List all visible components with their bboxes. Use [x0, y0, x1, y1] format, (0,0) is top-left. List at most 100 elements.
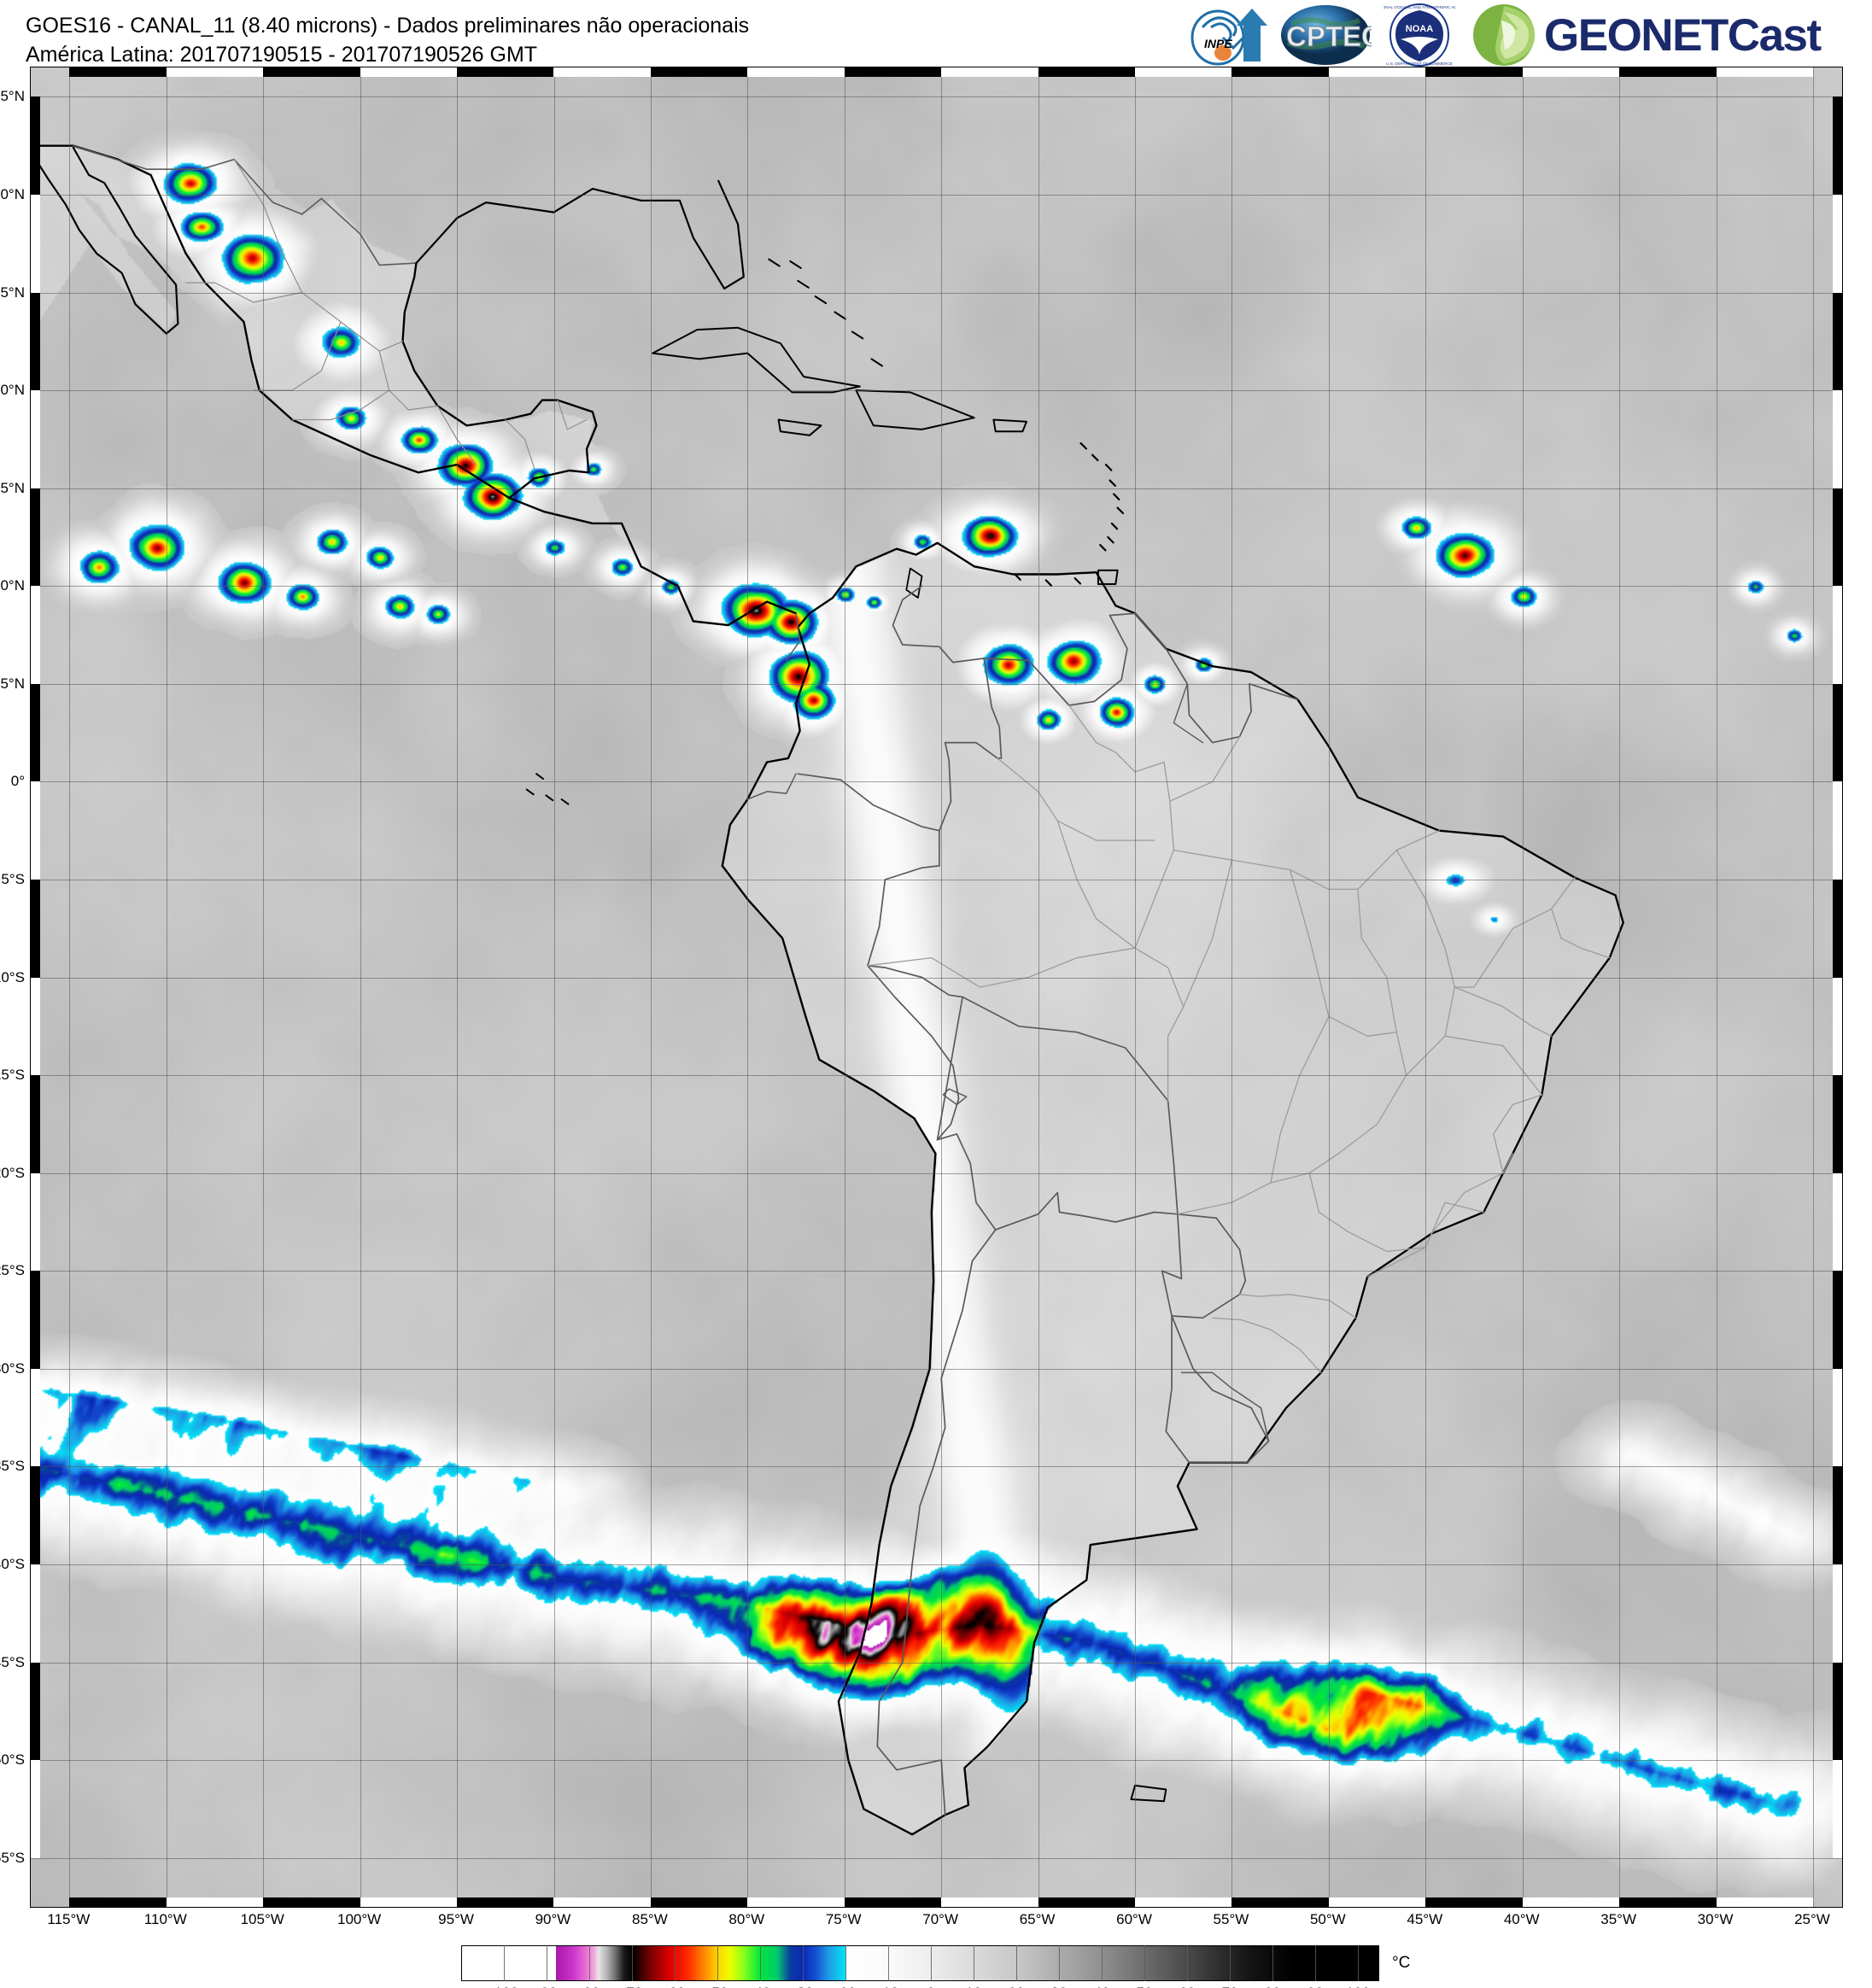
- frame-tick: [69, 1897, 167, 1907]
- map-vector: [1180, 1371, 1270, 1442]
- frame-tick: [1833, 1760, 1842, 1858]
- frame-tick: [1135, 67, 1232, 77]
- frame-tick: [1231, 67, 1329, 77]
- map-vector: [1430, 1172, 1504, 1235]
- longitude-tick-label: 80°W: [728, 1911, 765, 1927]
- frame-tick: [1833, 1662, 1842, 1761]
- frame-tick: [1833, 977, 1842, 1076]
- frame-tick: [1328, 1897, 1426, 1907]
- frame-tick: [941, 67, 1038, 77]
- map-vector: [1097, 569, 1119, 585]
- frame-tick: [263, 67, 360, 77]
- map-vector: [652, 326, 861, 394]
- frame-tick: [1328, 67, 1426, 77]
- frame-tick: [1231, 1897, 1329, 1907]
- map-vector: [797, 773, 940, 832]
- map-vector: [1357, 888, 1407, 1076]
- frame-tick: [1522, 1897, 1620, 1907]
- map-vector: [1014, 573, 1021, 581]
- colorbar-tick-label: 100: [1332, 1985, 1384, 1988]
- map-vector: [1091, 453, 1099, 462]
- frame-tick: [1833, 96, 1842, 195]
- frame-tick: [31, 390, 40, 488]
- map-vector: [505, 418, 535, 470]
- map-vector: [1113, 493, 1120, 501]
- frame-tick: [1833, 1075, 1842, 1173]
- frame-tick: [360, 1897, 458, 1907]
- longitude-tick-label: 35°W: [1600, 1911, 1636, 1927]
- map-vector: [1551, 877, 1611, 959]
- colorbar-tick-label: -20: [820, 1985, 871, 1988]
- frame-tick: [1833, 1564, 1842, 1663]
- map-vector: [867, 964, 963, 1141]
- longitude-tick-label: 30°W: [1697, 1911, 1734, 1927]
- map-vector: [834, 311, 846, 320]
- latitude-tick-label: 5°S: [1, 870, 25, 887]
- frame-tick: [1833, 292, 1842, 391]
- map-vector: [1134, 947, 1185, 1102]
- frame-tick: [553, 1897, 651, 1907]
- latitude-tick-label: 10°S: [0, 968, 25, 985]
- map-vector: [1173, 849, 1359, 891]
- svg-text:U.S. DEPARTMENT OF COMMERCE: U.S. DEPARTMENT OF COMMERCE: [1386, 61, 1453, 66]
- frame-tick: [1833, 683, 1842, 782]
- frame-tick: [553, 67, 651, 77]
- page-title: GOES16 - CANAL_11 (8.40 microns) - Dados…: [26, 14, 750, 38]
- satellite-map[interactable]: [30, 67, 1843, 1908]
- svg-text:NATIONAL OCEANIC AND ATMOSPHER: NATIONAL OCEANIC AND ATMOSPHERIC ADMIN.: [1384, 5, 1455, 9]
- map-vector: [557, 400, 588, 430]
- map-vector: [867, 947, 1136, 988]
- map-vector: [1169, 736, 1241, 802]
- map-vector: [1056, 820, 1136, 949]
- map-vector: [1104, 464, 1113, 471]
- map-vector: [31, 146, 179, 335]
- map-vector: [746, 773, 797, 800]
- frame-tick: [844, 1897, 942, 1907]
- frame-tick: [1716, 1897, 1813, 1907]
- frame-tick: [31, 292, 40, 391]
- map-vector: [1454, 908, 1553, 988]
- colorbar-tick-label: -90: [521, 1985, 572, 1988]
- map-vector: [31, 144, 798, 627]
- latitude-tick-label: 20°S: [0, 1164, 25, 1181]
- map-vector: [851, 330, 864, 340]
- frame-tick: [1833, 1368, 1842, 1467]
- map-vector: [1212, 1317, 1322, 1374]
- svg-text:CPTEC: CPTEC: [1286, 20, 1372, 52]
- colorbar-tick-label: -80: [564, 1985, 615, 1988]
- frame-tick: [941, 1897, 1038, 1907]
- frame-tick: [166, 67, 264, 77]
- map-vector: [1270, 1015, 1330, 1184]
- map-vector: [1357, 830, 1440, 891]
- map-vector: [942, 1088, 968, 1106]
- map-vector: [1044, 579, 1053, 587]
- latitude-tick-label: 40°S: [0, 1555, 25, 1572]
- map-vector: [867, 741, 952, 967]
- map-container: 35°N 30°N 25°N 20°N 15°N 10°N 5°N 0° 5°S 10°S 15°S…: [0, 67, 1843, 1927]
- frame-tick: [1833, 390, 1842, 488]
- frame-tick: [457, 1897, 554, 1907]
- map-vector: [1134, 761, 1175, 949]
- frame-tick: [31, 1075, 40, 1173]
- longitude-tick-label: 95°W: [438, 1911, 474, 1927]
- map-vector: [1289, 868, 1397, 1037]
- colorbar-tick-label: -70: [606, 1985, 658, 1988]
- map-vector: [1107, 535, 1114, 544]
- latitude-tick-label: 5°N: [0, 675, 25, 692]
- frame-tick: [1038, 67, 1135, 77]
- colorbar-tick-label: 0: [905, 1985, 956, 1988]
- frame-tick: [31, 1760, 40, 1858]
- map-vector: [1493, 1094, 1543, 1174]
- map-vector: [1079, 441, 1087, 450]
- frame-tick: [31, 1172, 40, 1272]
- colorbar-unit-label: °C: [1392, 1954, 1411, 1972]
- map-vector: [905, 567, 923, 599]
- map-vector: [1173, 683, 1204, 744]
- map-vector: [545, 794, 554, 802]
- frame-tick: [1833, 1172, 1842, 1272]
- map-vector: [721, 541, 1624, 1836]
- frame-tick: [747, 1897, 845, 1907]
- frame-tick: [263, 1897, 360, 1907]
- map-vector: [876, 1229, 997, 1816]
- geonetcast-swirl-icon: [1473, 4, 1535, 66]
